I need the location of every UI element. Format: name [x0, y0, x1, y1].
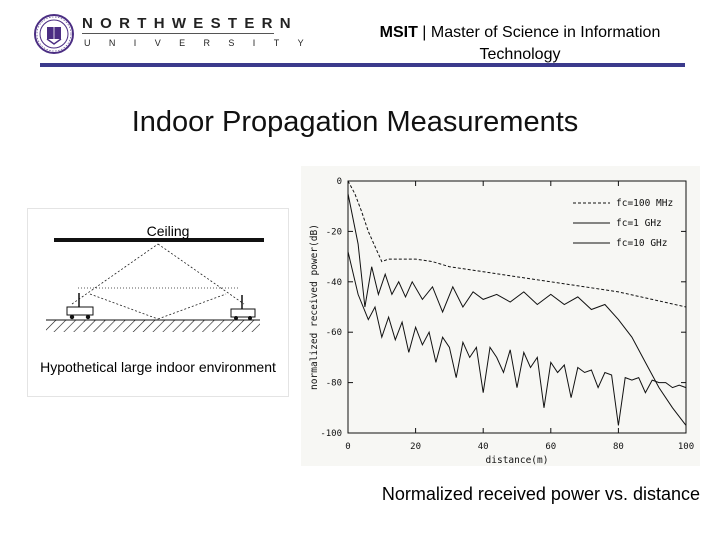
series-line-2 — [347, 251, 687, 426]
environment-caption: Hypothetical large indoor environment — [40, 359, 276, 375]
series-line-1 — [347, 193, 687, 426]
x-axis-ticks: 0 20 40 60 80 100 — [345, 181, 694, 452]
ceiling-label: Ceiling — [146, 223, 190, 239]
ceiling-bar — [54, 238, 264, 242]
program-abbreviation: MSIT — [379, 24, 418, 41]
y-tick-label: -100 — [320, 429, 342, 439]
program-heading: MSIT | Master of Science in Information … — [355, 22, 685, 66]
wordmark-divider — [82, 33, 274, 34]
legend-label: fc=1 GHz — [616, 218, 662, 229]
indoor-environment-figure: Ceiling Hypothetical large indoor enviro… — [27, 208, 289, 397]
x-tick-label: 100 — [678, 442, 694, 452]
slide-title: Indoor Propagation Measurements — [131, 106, 579, 138]
received-power-chart: 0 -20 -40 -60 -80 -100 0 20 40 60 80 100 fc=100 MH… — [301, 166, 700, 466]
receiver-cart-icon — [230, 295, 256, 320]
legend-label: fc=100 MHz — [616, 198, 673, 209]
legend-label: fc=10 GHz — [616, 238, 667, 249]
chart-canvas: 0 -20 -40 -60 -80 -100 0 20 40 60 80 100 fc=100 MH… — [309, 177, 694, 466]
ray-right-up — [157, 243, 245, 305]
y-axis-label: normalized received power(dB) — [309, 224, 320, 390]
x-tick-label: 80 — [613, 442, 624, 452]
ray-right-down — [157, 293, 227, 320]
x-axis-label: distance(m) — [486, 455, 549, 466]
y-tick-label: -60 — [326, 328, 342, 338]
program-full-name: Master of Science in Information Technol… — [430, 24, 661, 63]
chart-legend: fc=100 MHz fc=1 GHz fc=10 GHz — [573, 198, 673, 249]
y-tick-label: -80 — [326, 379, 342, 389]
series-line-0 — [347, 180, 687, 308]
environment-diagram — [46, 238, 264, 332]
university-seal-icon — [34, 14, 74, 54]
x-tick-label: 40 — [478, 442, 489, 452]
floor-hatch — [46, 320, 260, 332]
program-separator: | — [417, 24, 431, 41]
x-tick-label: 60 — [545, 442, 556, 452]
wordmark-university: UNIVERSITY — [84, 38, 323, 48]
x-tick-label: 20 — [410, 442, 421, 452]
slide-caption: Normalized received power vs. distance — [381, 484, 700, 504]
y-tick-label: 0 — [337, 177, 342, 187]
y-tick-label: -40 — [326, 278, 342, 288]
y-tick-label: -20 — [326, 227, 342, 237]
ray-left-down — [89, 293, 159, 320]
y-axis-ticks: 0 -20 -40 -60 -80 -100 — [320, 177, 686, 439]
wordmark-northwestern: NORTHWESTERN — [82, 15, 298, 32]
ray-left-up — [71, 243, 159, 305]
series-layer — [347, 180, 687, 426]
x-tick-label: 0 — [345, 442, 350, 452]
header-rule — [40, 63, 685, 67]
transmitter-cart-icon — [66, 293, 94, 320]
